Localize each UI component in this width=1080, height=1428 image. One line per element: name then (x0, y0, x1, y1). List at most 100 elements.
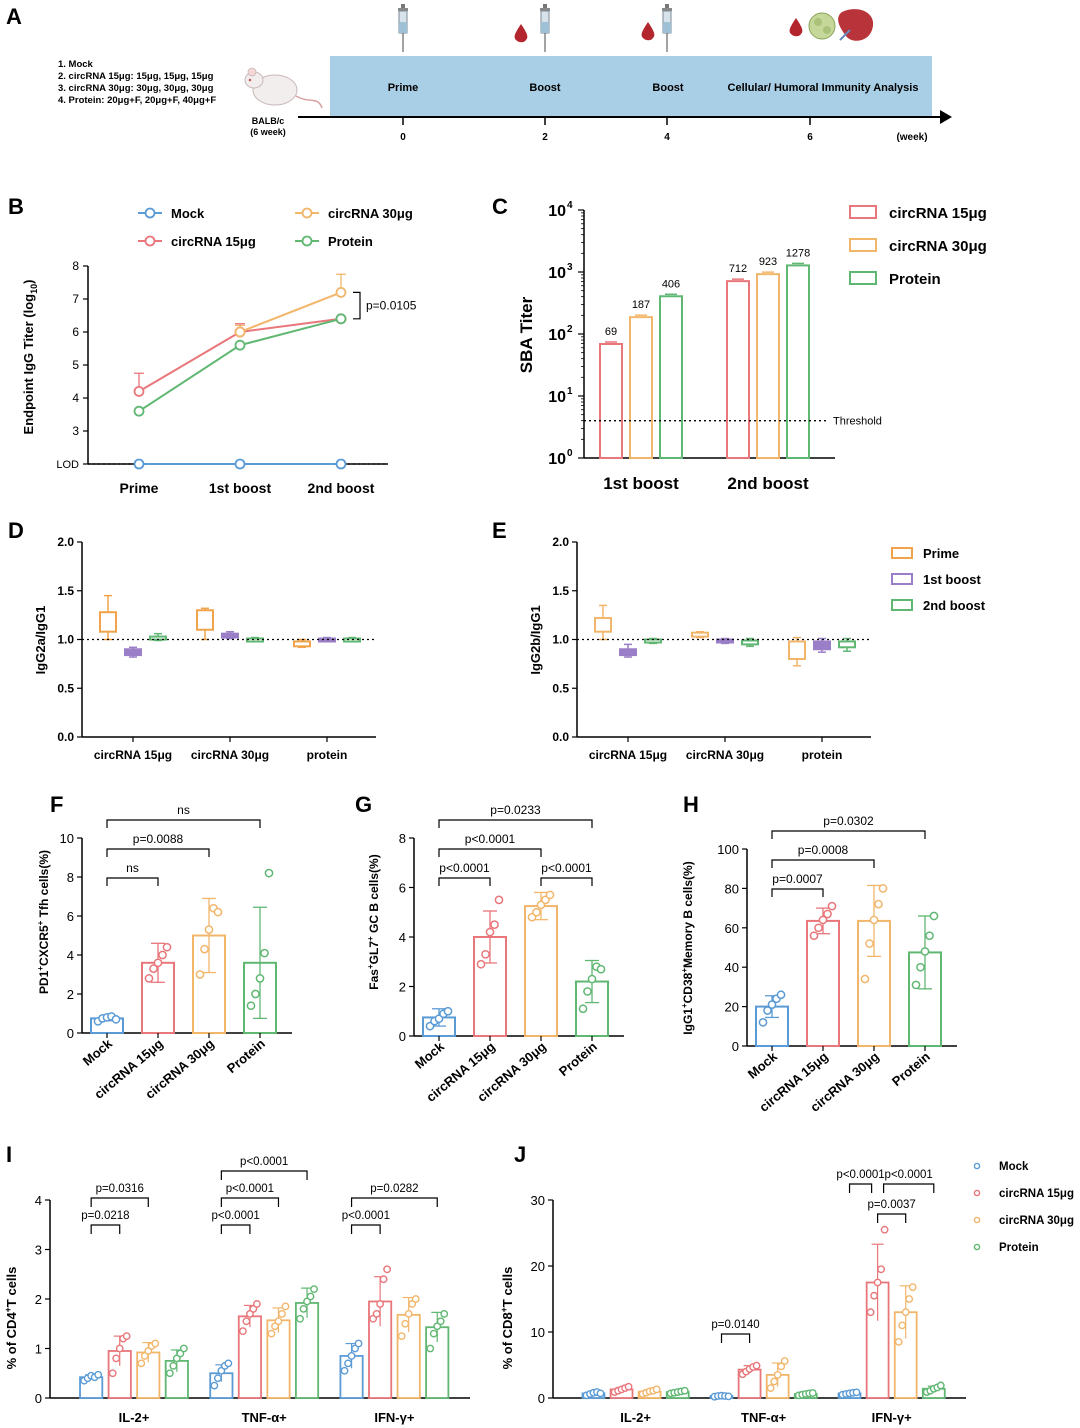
b-xtick-label: Prime (120, 480, 159, 496)
b-data-point (335, 286, 347, 298)
e-legend-label: Prime (923, 546, 959, 561)
c-legend-swatch (849, 238, 877, 252)
g-significance-bracket (438, 877, 491, 886)
e-legend-swatch (891, 547, 913, 559)
h-data-point (809, 931, 819, 941)
i-pvalue: p<0.0001 (211, 1210, 259, 1222)
g-data-point (490, 920, 499, 929)
g-data-point (532, 907, 541, 917)
g-ytick-label: 2 (399, 980, 406, 995)
stage-prime: Prime (388, 82, 419, 94)
e-box (741, 639, 759, 646)
b-legend-label: Protein (328, 234, 373, 249)
panel-b: B Mock circRNA 15μg circRNA 30μg Protein 3 4… (8, 194, 417, 496)
b-ytick-label: 8 (72, 259, 79, 273)
h-data-point (758, 1018, 768, 1027)
c-ylabel: SBA Titer (517, 296, 536, 373)
i-pvalue: p<0.0001 (226, 1183, 274, 1195)
lymph-node-icon (808, 12, 836, 40)
stage-analysis: Cellular/ Humoral Immunity Analysis (728, 82, 919, 94)
d-ytick-label: 0.0 (57, 730, 74, 744)
j-ytick-label: 30 (531, 1193, 545, 1208)
b-ytick-label: 5 (72, 358, 79, 372)
i-ytick-label: 4 (35, 1193, 42, 1208)
e-legend: Prime 1st boost 2nd boost (891, 546, 986, 613)
b-data-point (133, 385, 145, 397)
f-pvalue: p=0.0088 (133, 832, 184, 846)
d-box (221, 632, 239, 639)
b-ylabel-close: ) (21, 280, 36, 284)
i-xtick-label: IFN-γ+ (374, 1410, 415, 1425)
i-pvalue: p<0.0001 (240, 1156, 288, 1168)
j-legend-marker (973, 1162, 981, 1170)
c-data-label: 1278 (786, 247, 810, 259)
h-significance-bracket (771, 859, 875, 868)
f-ytick-label: 10 (60, 831, 74, 846)
g-pvalue: p<0.0001 (465, 832, 516, 846)
b-xtick-label: 2nd boost (308, 480, 375, 496)
h-pvalue: p=0.0302 (823, 814, 874, 828)
f-data-point (213, 907, 223, 917)
c-bar (786, 264, 810, 459)
g-ytick-label: 4 (399, 930, 406, 945)
h-data-point (929, 911, 939, 921)
j-data-point (877, 1265, 886, 1274)
e-ylabel: IgG2b/IgG1 (528, 605, 543, 674)
c-data-label: 712 (729, 263, 747, 275)
f-data-point (158, 950, 167, 960)
spleen-icon (838, 9, 874, 41)
i-data-point (379, 1275, 388, 1284)
f-xtick-label: Mock (80, 1035, 116, 1068)
h-data-point (814, 923, 823, 933)
c-ytick-exponent: 3 (567, 262, 573, 273)
f-data-point (149, 964, 158, 974)
c-bar (659, 295, 683, 459)
stage-boost-2: Boost (652, 82, 684, 94)
e-ytick-label: 1.5 (552, 584, 569, 598)
h-significance-bracket (771, 888, 824, 897)
i-data-point (426, 1344, 435, 1353)
b-data-point (234, 339, 246, 351)
panel-a-letter: A (6, 4, 22, 29)
f-data-point (144, 974, 154, 983)
i-significance-bracket (90, 1197, 149, 1207)
c-bar (756, 273, 780, 459)
d-plot: 0.0 0.5 1.0 1.5 2.0 circRNA 15μg circRNA 30μg p… (57, 535, 376, 762)
g-ylabel: Fas+GL7+ GC B cells(%) (366, 854, 381, 989)
d-ytick-label: 1.5 (57, 584, 74, 598)
i-pvalue: p=0.0282 (370, 1183, 418, 1195)
stage-boost-1: Boost (529, 82, 561, 94)
d-ytick-label: 1.0 (57, 633, 74, 647)
c-bar (629, 316, 653, 459)
h-ytick-label: 0 (732, 1039, 739, 1054)
syringe-icon (398, 4, 408, 52)
f-ylabel: PD1+CXCR5+ Tfh cells(%) (36, 850, 51, 994)
j-significance-bracket (720, 1333, 751, 1343)
i-data-point (440, 1309, 449, 1318)
week-4: 4 (664, 132, 670, 143)
mouse-strain: BALB/c (252, 116, 285, 126)
h-ytick-label: 80 (725, 881, 739, 896)
g-data-point (583, 987, 592, 996)
b-data-point (335, 458, 347, 470)
i-data-point (436, 1317, 445, 1326)
f-significance-bracket (106, 848, 210, 857)
c-ytick-label: 10 (548, 265, 566, 282)
c-ytick-label: 10 (548, 451, 566, 468)
j-legend-label: circRNA 15μg (999, 1188, 1074, 1200)
j-legend-marker (973, 1189, 981, 1197)
g-ytick-label: 0 (399, 1029, 406, 1044)
j-significance-bracket (883, 1183, 935, 1193)
i-data-point (340, 1366, 349, 1375)
i-data-point (213, 1374, 222, 1383)
g-bar (524, 905, 558, 1037)
f-data-point (246, 1001, 256, 1011)
i-data-point (253, 1300, 261, 1308)
i-data-point (376, 1300, 385, 1308)
blood-drop-icon (514, 24, 528, 43)
c-ytick-exponent: 2 (567, 324, 573, 335)
g-significance-bracket (438, 848, 542, 857)
b-ylabel-main: Endpoint IgG Titer (log (21, 294, 36, 435)
